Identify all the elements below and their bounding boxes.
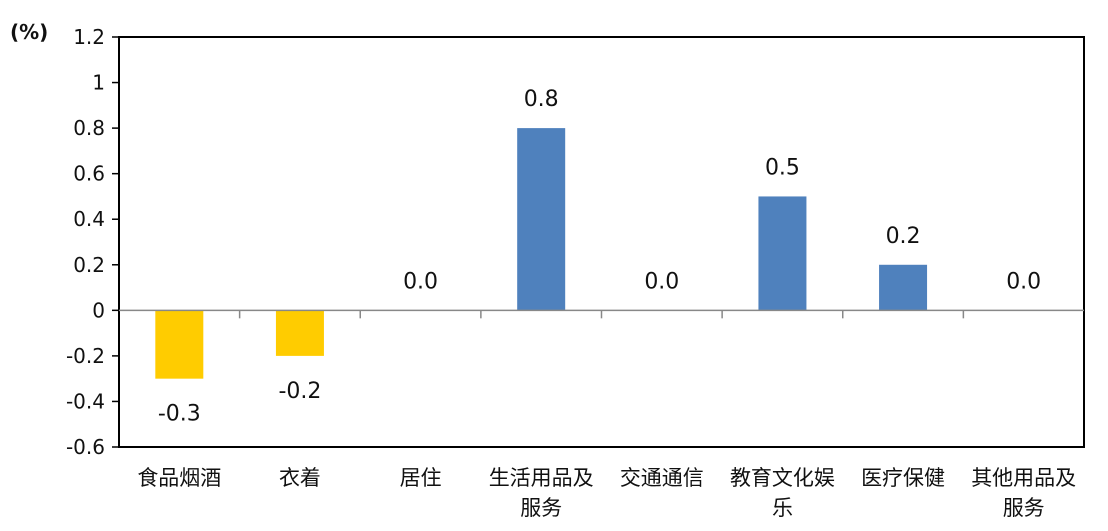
x-tick-label: 生活用品及 [489,466,594,490]
x-tick-label: 乐 [772,496,793,520]
bar [275,310,324,356]
y-axis: 1.2 1 0.8 0.6 0.4 0.2 0 -0.2 -0.4 -0.6 [66,25,119,459]
x-tick-label: 交通通信 [620,466,704,490]
y-tick-label: 0.8 [73,116,105,140]
data-label: 0.5 [765,155,800,180]
data-label: 0.0 [644,269,679,294]
data-label: 0.0 [403,269,438,294]
y-tick-label: -0.2 [66,344,105,368]
bar [879,264,928,311]
bar [758,196,807,311]
y-tick-label: -0.4 [66,389,105,413]
bar [155,310,204,379]
data-label: -0.3 [158,402,201,427]
data-label: 0.0 [1006,269,1041,294]
x-tick-label: 其他用品及 [971,466,1076,490]
y-tick-label: 0.2 [73,253,105,277]
y-tick-label: 1 [92,71,105,95]
y-tick-label: 0.4 [73,207,105,231]
bar [517,128,566,311]
data-label: 0.8 [524,87,559,112]
plot-area [118,36,1085,448]
x-tick-label: 衣着 [279,466,321,490]
y-tick-label: -0.6 [66,435,105,459]
y-tick-label: 1.2 [73,25,105,49]
x-tick-label: 居住 [400,466,442,490]
data-label: -0.2 [278,379,321,404]
data-label: 0.2 [886,224,921,249]
x-tick-label: 教育文化娱 [730,466,835,490]
x-tick-label: 食品烟酒 [137,466,221,490]
y-axis-unit-label: (%) [10,20,49,44]
value-labels: -0.3 -0.2 0.0 0.8 0.0 0.5 0.2 0.0 [158,87,1041,427]
x-tick-label: 服务 [1003,496,1045,520]
plot-border [118,36,1085,448]
y-tick-label: 0 [92,298,105,322]
bars [155,128,928,379]
x-tick-label: 服务 [520,496,562,520]
x-tick-label: 医疗保健 [861,466,945,490]
y-tick-label: 0.6 [73,162,105,186]
